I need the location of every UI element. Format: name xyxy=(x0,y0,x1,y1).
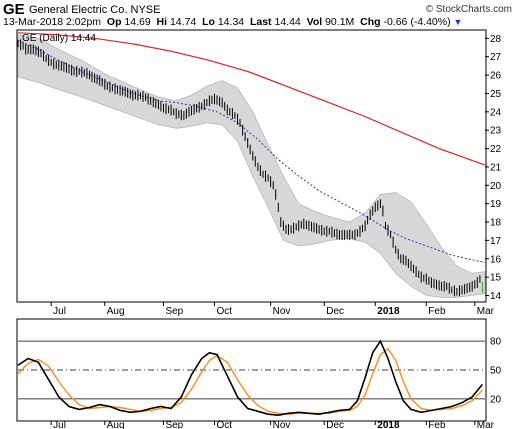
y-tick-label: 14 xyxy=(490,291,502,302)
change-label: Chg xyxy=(360,16,381,28)
high-label: Hi xyxy=(156,16,168,28)
stockcharts-credit: © StockCharts.com xyxy=(425,4,512,15)
down-arrow-icon: ▼ xyxy=(453,17,463,27)
x-tick-label: 2018 xyxy=(377,306,400,317)
legend-text: GE (Daily) 14.44 xyxy=(22,33,96,44)
y-tick-label: 25 xyxy=(490,89,502,100)
open-label: Op xyxy=(106,16,122,28)
y-tick-label: 18 xyxy=(490,218,502,229)
stochastic-panel: 20 50 80 xyxy=(17,337,502,417)
x-tick-label: Feb xyxy=(428,306,446,317)
x-tick-label: Oct xyxy=(216,420,232,429)
y-tick-label: 20 xyxy=(490,181,502,192)
x-tick-label: Nov xyxy=(273,420,291,429)
bollinger-band xyxy=(17,34,486,298)
x-tick-label: Jul xyxy=(53,306,66,317)
lower-panel-frame xyxy=(16,318,487,422)
y-tick-label: 24 xyxy=(490,107,502,118)
y-tick-label: 21 xyxy=(490,162,502,173)
y-tick-label: 23 xyxy=(490,126,502,137)
last-value: 14.44 xyxy=(274,16,301,28)
x-tick-label: Sep xyxy=(165,420,183,429)
ticker-symbol: GE xyxy=(3,1,25,18)
upper-panel-frame xyxy=(16,29,487,303)
volume-value: 90.1M xyxy=(325,16,355,28)
change-value: -0.66 (-4.40%) xyxy=(383,16,451,28)
x-tick-label: Nov xyxy=(273,306,291,317)
low-label: Lo xyxy=(202,16,215,28)
y-tick-label: 16 xyxy=(490,254,502,265)
stoch-tick-label: 50 xyxy=(490,366,502,377)
x-tick-label: Mar xyxy=(477,306,495,317)
x-tick-label: Oct xyxy=(216,306,232,317)
company-label: General Electric Co. xyxy=(29,4,128,16)
y-tick-label: 26 xyxy=(490,71,502,82)
company-name: General Electric Co. NYSE xyxy=(29,4,160,16)
y-tick-label: 27 xyxy=(490,52,502,63)
quote-date: 13-Mar-2018 2:02pm xyxy=(3,16,102,28)
open-value: 14.69 xyxy=(124,16,151,28)
x-tick-label: Jul xyxy=(53,420,66,429)
high-value: 14.74 xyxy=(169,16,197,28)
y-tick-label: 28 xyxy=(490,34,502,45)
y-tick-label: 19 xyxy=(490,199,502,210)
x-tick-label: Mar xyxy=(477,420,495,429)
stoch-d-line xyxy=(17,347,483,415)
stoch-k-line xyxy=(17,339,484,417)
x-tick-label: Dec xyxy=(326,306,344,317)
quote-line: 13-Mar-2018 2:02pm Op 14.69 Hi 14.74 Lo … xyxy=(3,16,462,28)
x-tick-label: Sep xyxy=(165,306,183,317)
low-value: 14.34 xyxy=(217,16,245,28)
chart-header: GE General Electric Co. NYSE © StockChar… xyxy=(0,0,520,30)
y-tick-label: 15 xyxy=(490,273,502,284)
moving-average-long xyxy=(17,32,486,166)
x-axis: Jul Jul Aug Aug Sep Sep Oct Oct Nov Nov Dec Dec 2018… xyxy=(50,302,495,429)
y-tick-label: 17 xyxy=(490,236,502,247)
volume-label: Vol xyxy=(306,16,323,28)
y-tick-label: 22 xyxy=(490,144,502,155)
upper-panel: 14 15 16 17 18 19 20 21 22 23 24 25 26 27 28 xyxy=(17,32,502,302)
x-tick-label: Feb xyxy=(428,420,446,429)
x-tick-label: Aug xyxy=(107,420,125,429)
stoch-tick-label: 20 xyxy=(490,394,502,405)
x-tick-label: 2018 xyxy=(377,420,400,429)
stoch-tick-label: 80 xyxy=(490,337,502,348)
last-label: Last xyxy=(249,16,272,28)
x-tick-label: Aug xyxy=(107,306,125,317)
x-tick-label: Dec xyxy=(326,420,344,429)
exchange-label: NYSE xyxy=(130,4,161,16)
